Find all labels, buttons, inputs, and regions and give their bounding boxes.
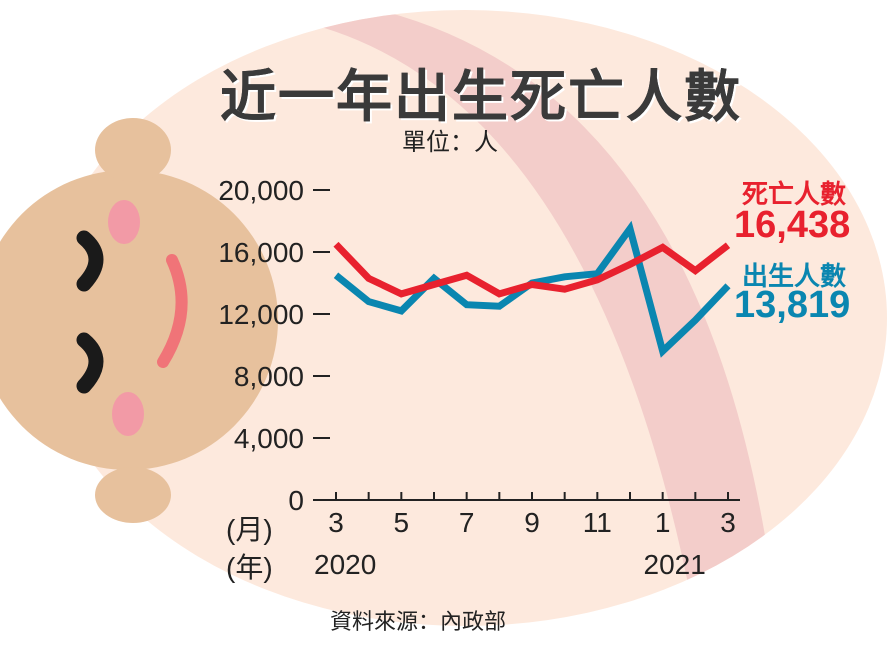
x-tick-label: 1 bbox=[655, 507, 671, 538]
x-tick-label: 7 bbox=[459, 507, 475, 538]
y-tick-label: 4,000 bbox=[234, 423, 304, 454]
x-tick-label: 11 bbox=[583, 507, 612, 538]
y-tick-label: 20,000 bbox=[218, 175, 304, 206]
x-tick-label: 3 bbox=[328, 507, 344, 538]
births-latest-value: 13,819 bbox=[734, 284, 851, 326]
year-label: 2021 bbox=[644, 549, 706, 580]
chart-title: 近一年出生死亡人數 bbox=[220, 65, 742, 128]
y-tick-label: 16,000 bbox=[218, 237, 304, 268]
x-tick-label: 5 bbox=[394, 507, 410, 538]
year-label: 2020 bbox=[314, 549, 376, 580]
x-tick-label: 3 bbox=[720, 507, 736, 538]
source-note: 資料來源：內政部 bbox=[330, 609, 507, 634]
deaths-series-line bbox=[333, 241, 731, 298]
y-tick-label: 8,000 bbox=[234, 361, 304, 392]
x-axis-month-caption: (月) bbox=[226, 514, 273, 545]
x-axis-year-caption: (年) bbox=[226, 552, 273, 583]
deaths-series-label: 死亡人數 bbox=[742, 179, 847, 209]
deaths-latest-value: 16,438 bbox=[734, 204, 851, 246]
births-series-label: 出生人數 bbox=[742, 261, 847, 291]
x-tick-label: 9 bbox=[524, 507, 540, 538]
y-tick-label: 12,000 bbox=[218, 299, 304, 330]
baby-face-illustration bbox=[0, 118, 278, 523]
y-tick-label: 0 bbox=[288, 485, 304, 516]
unit-label: 單位：人 bbox=[402, 129, 498, 156]
